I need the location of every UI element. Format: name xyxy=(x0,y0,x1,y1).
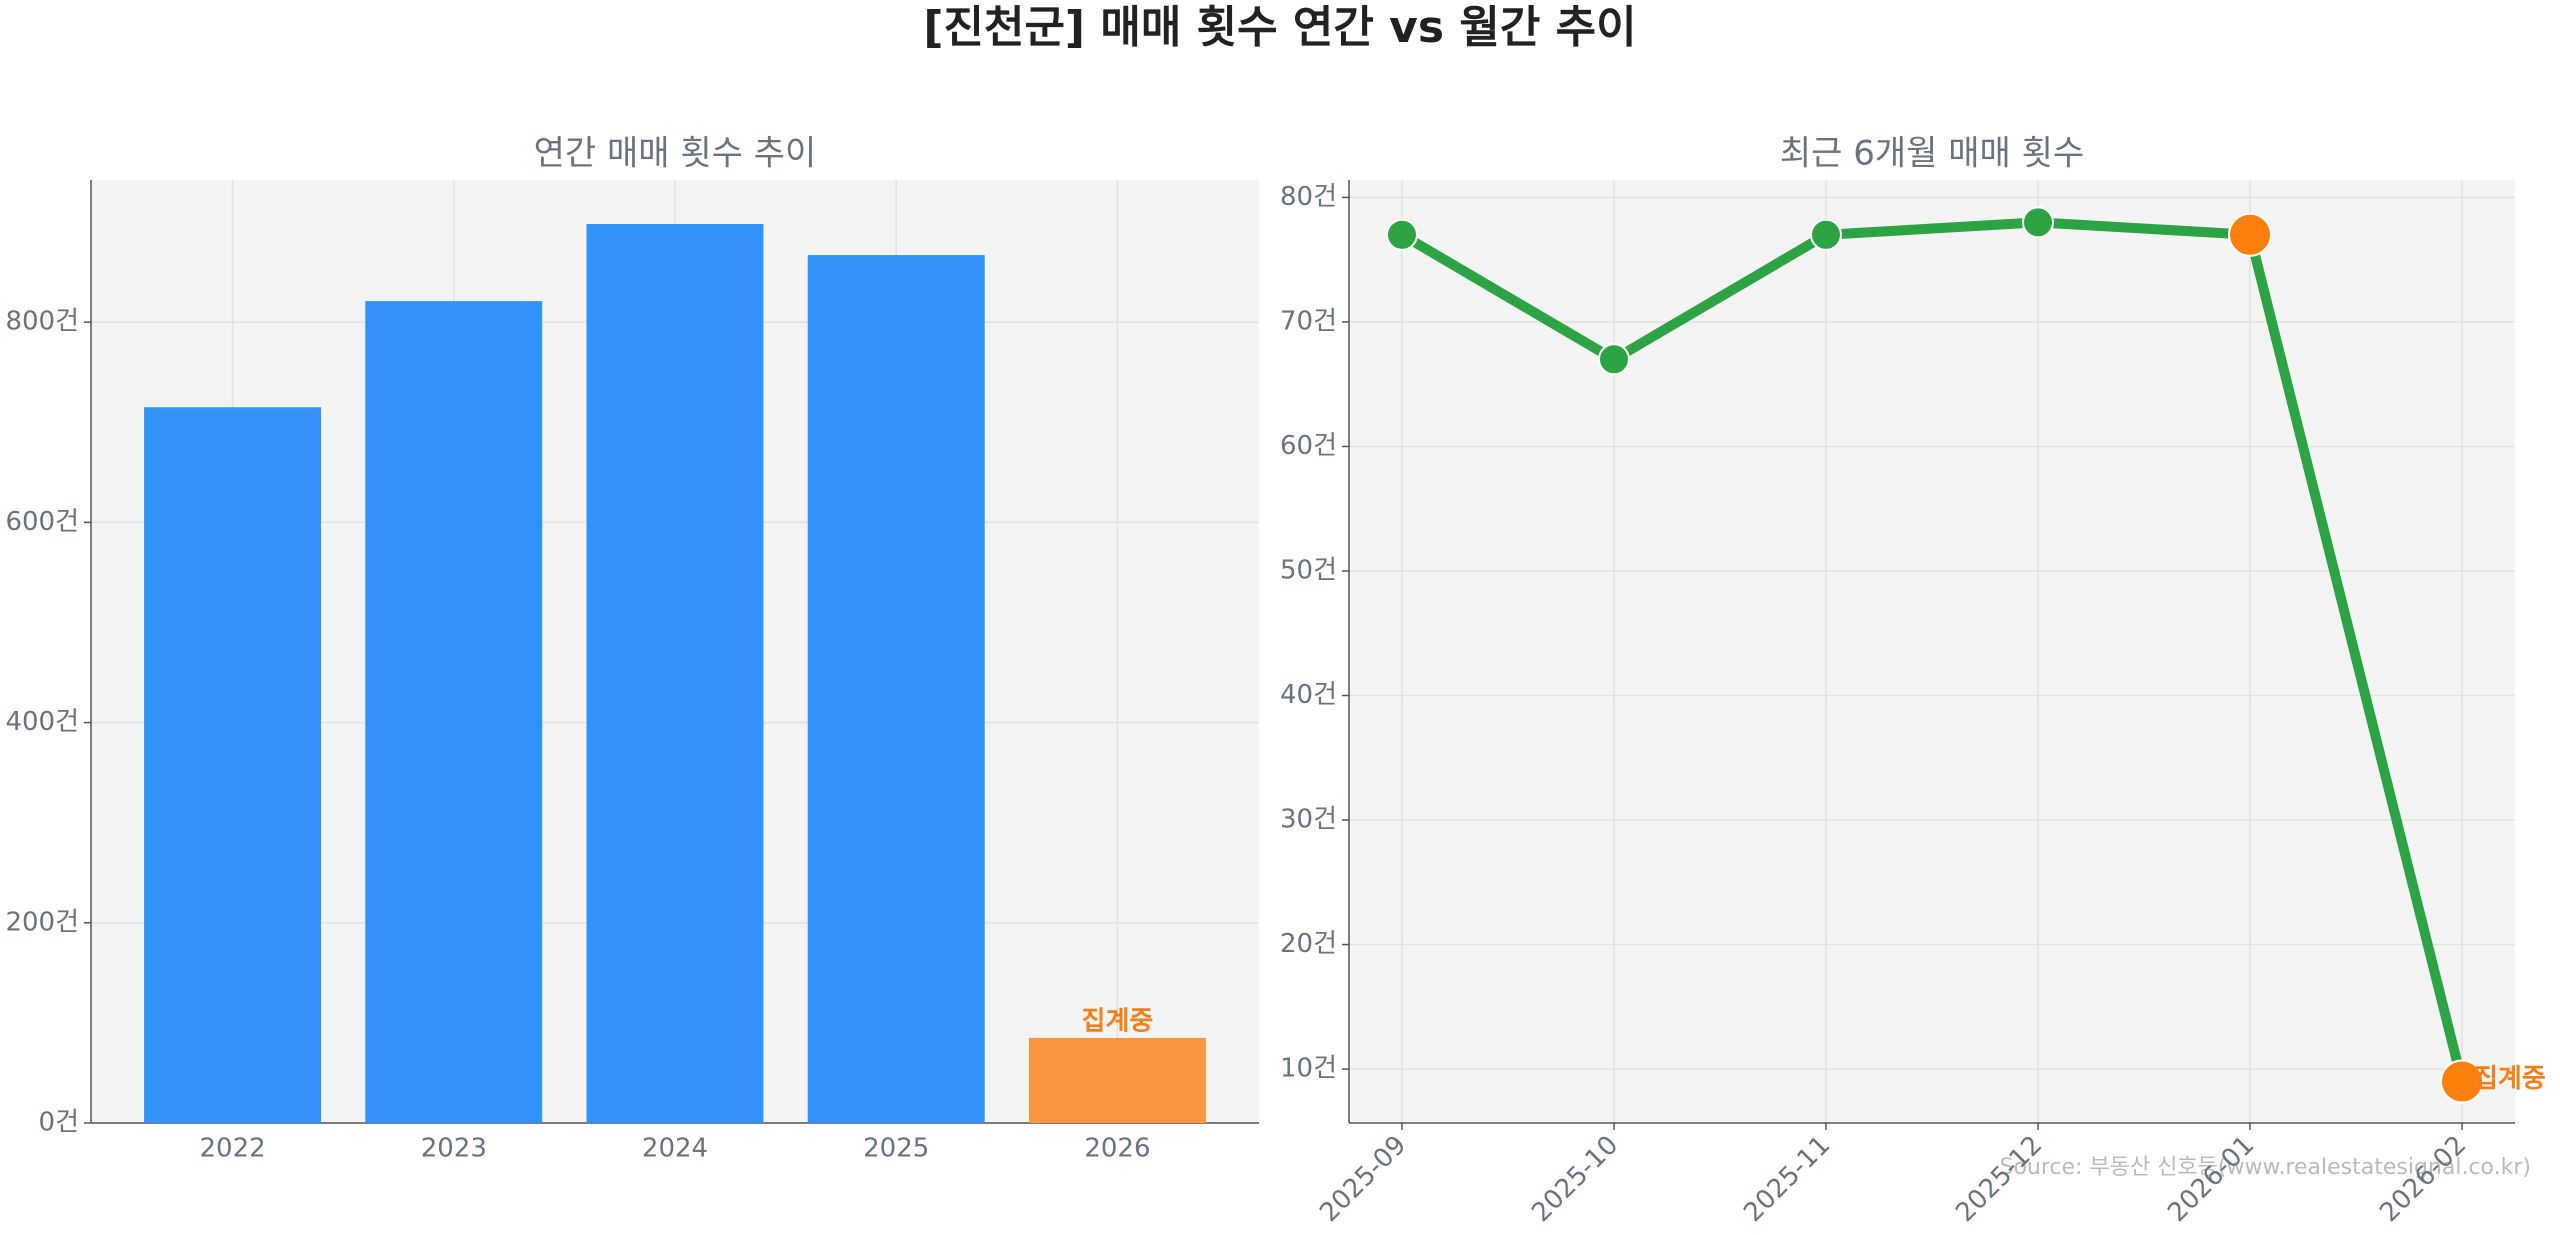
y-tick-label: 600건 xyxy=(5,507,79,537)
marker xyxy=(2440,1059,2484,1104)
marker xyxy=(1386,218,1418,251)
y-tick-label: 40건 xyxy=(1280,680,1337,710)
x-tick-label: 2026 xyxy=(1084,1134,1150,1164)
bar xyxy=(807,255,985,1124)
y-tick-label: 80건 xyxy=(1280,182,1337,212)
y-tick-label: 800건 xyxy=(5,307,79,337)
marker xyxy=(2022,206,2054,239)
y-tick-label: 0건 xyxy=(39,1108,79,1138)
y-tick-label: 30건 xyxy=(1280,805,1337,835)
y-tick-label: 20건 xyxy=(1280,929,1337,959)
annotation: 집계중 xyxy=(2474,1064,2546,1094)
subplot-title: 연간 매매 횟수 추이 xyxy=(534,134,817,174)
figure-title: [진천군] 매매 횟수 연간 vs 월간 추이 xyxy=(923,2,1636,53)
bar xyxy=(586,224,764,1124)
marker xyxy=(1810,218,1842,251)
x-tick-label: 2023 xyxy=(421,1134,487,1164)
annotation: 집계중 xyxy=(1082,1006,1154,1036)
y-tick-label: 200건 xyxy=(5,907,79,937)
y-tick-label: 70건 xyxy=(1280,306,1337,336)
plot-area xyxy=(1349,180,2515,1123)
subplot-title: 최근 6개월 매매 횟수 xyxy=(1780,134,2084,174)
x-tick-label: 2024 xyxy=(642,1134,708,1164)
x-tick-label: 2025 xyxy=(863,1134,929,1164)
source: Source: 부동산 신호등(www.realestatesignal.co.… xyxy=(2000,1155,2532,1180)
x-tick-label: 2022 xyxy=(199,1134,265,1164)
marker xyxy=(2228,212,2272,257)
bar xyxy=(365,301,543,1124)
y-tick-label: 400건 xyxy=(5,707,79,737)
bar xyxy=(144,407,322,1123)
y-tick-label: 10건 xyxy=(1280,1054,1337,1084)
line xyxy=(1399,217,2467,1083)
y-tick-label: 50건 xyxy=(1280,555,1337,585)
marker xyxy=(1598,343,1630,376)
bar xyxy=(1028,1037,1206,1123)
y-tick-label: 60건 xyxy=(1280,431,1337,461)
